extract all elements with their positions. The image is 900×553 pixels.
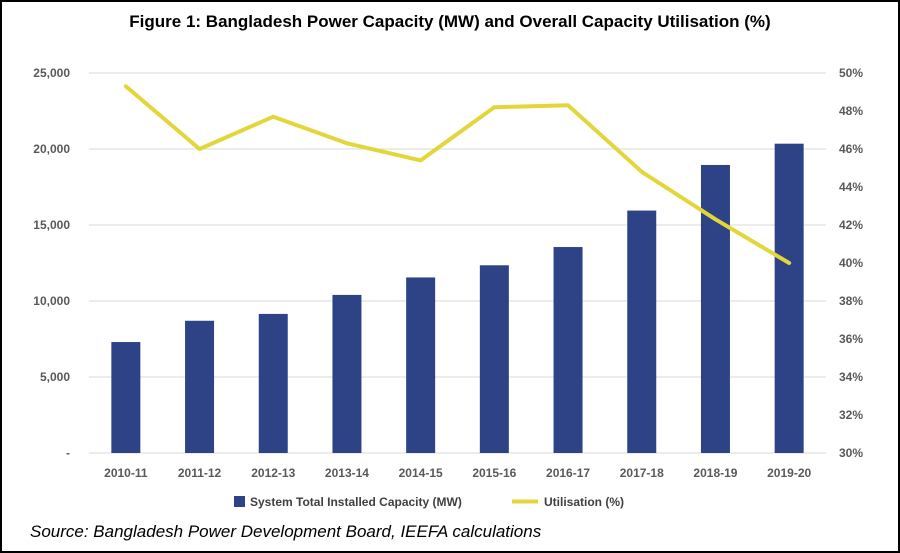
y-right-tick-label: 46% [839,142,863,156]
bar [774,143,804,453]
bar [700,164,730,453]
y-right-tick-label: 32% [839,408,863,422]
chart-title: Figure 1: Bangladesh Power Capacity (MW)… [129,12,771,31]
bar [553,247,583,453]
x-tick-label: 2015-16 [472,466,516,480]
legend-label-utilisation: Utilisation (%) [544,495,624,509]
y-right-tick-label: 38% [839,294,863,308]
x-tick-label: 2018-19 [693,466,737,480]
y-right-tick-label: 40% [839,256,863,270]
y-left-tick-label: 5,000 [40,370,70,384]
y-right-tick-label: 48% [839,104,863,118]
y-right-tick-label: 34% [839,370,863,384]
x-tick-label: 2017-18 [620,466,664,480]
y-left-tick-label: 15,000 [33,218,70,232]
x-tick-label: 2013-14 [325,466,369,480]
legend-swatch-bar [234,496,245,507]
legend-label-capacity: System Total Installed Capacity (MW) [250,495,462,509]
bar [406,277,436,453]
x-tick-label: 2014-15 [399,466,443,480]
bar [627,210,657,453]
bar [258,313,288,453]
bar [479,265,509,453]
y-right-tick-label: 50% [839,66,863,80]
y-left-tick-label: 10,000 [33,294,70,308]
y-left-tick-label: 25,000 [33,66,70,80]
x-tick-label: 2016-17 [546,466,590,480]
y-left-tick-label: 20,000 [33,142,70,156]
bar [111,342,141,453]
x-tick-label: 2010-11 [104,466,148,480]
y-right-tick-label: 30% [839,446,863,460]
x-tick-label: 2011-12 [178,466,222,480]
x-tick-label: 2019-20 [767,466,811,480]
utilisation-line [123,84,792,265]
y-right-tick-label: 44% [839,180,863,194]
y-right-tick-label: 36% [839,332,863,346]
source-note: Source: Bangladesh Power Development Boa… [30,522,542,541]
y-left-tick-label: - [66,446,70,460]
bar [332,294,362,453]
x-tick-label: 2012-13 [251,466,295,480]
bar [185,320,215,453]
y-right-tick-label: 42% [839,218,863,232]
